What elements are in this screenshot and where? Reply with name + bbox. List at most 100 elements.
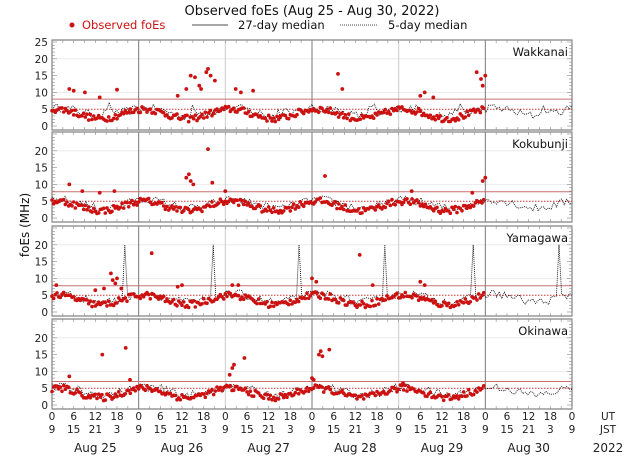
- observed-point: [136, 387, 141, 391]
- observed-point: [206, 67, 210, 71]
- observed-point: [463, 297, 468, 301]
- observed-point: [481, 384, 486, 388]
- observed-point: [61, 197, 66, 202]
- observed-point: [461, 390, 466, 394]
- observed-point: [75, 387, 79, 392]
- observed-point: [126, 110, 131, 115]
- observed-point: [385, 294, 389, 298]
- observed-point: [450, 397, 454, 401]
- x-tick-label-ut: 18: [284, 411, 297, 423]
- observed-point: [388, 112, 393, 116]
- observed-point: [416, 298, 421, 303]
- observed-point: [461, 301, 466, 305]
- observed-point: [410, 197, 414, 201]
- observed-point: [357, 253, 362, 257]
- observed-point: [355, 397, 359, 401]
- observed-point: [435, 205, 439, 210]
- observed-point: [343, 203, 348, 207]
- observed-point: [191, 182, 196, 187]
- observed-point: [216, 201, 221, 205]
- observed-point: [340, 204, 344, 209]
- observed-point: [431, 95, 436, 100]
- observed-point: [91, 114, 96, 118]
- observed-point: [135, 203, 139, 207]
- observed-point: [360, 211, 364, 215]
- observed-point: [321, 292, 326, 297]
- x-tick-label-jst: 21: [262, 424, 275, 436]
- observed-point: [275, 114, 279, 119]
- observed-point: [333, 199, 338, 204]
- observed-point: [143, 107, 148, 111]
- observed-point: [61, 110, 66, 114]
- x-tick-label-ut: 18: [370, 411, 383, 423]
- x-tick-label-ut: 6: [70, 411, 77, 423]
- observed-point: [71, 88, 76, 93]
- panel-okinawa: 0 5 10 15 20 Okinawa: [35, 318, 573, 412]
- observed-point: [327, 347, 332, 352]
- day-label: Aug 30: [507, 441, 550, 455]
- observed-point: [376, 203, 381, 207]
- x-tick-label-jst: 21: [89, 424, 102, 436]
- observed-point: [286, 205, 291, 210]
- observed-point: [223, 189, 228, 194]
- y-tick-label: 10: [35, 179, 48, 191]
- observed-point: [86, 301, 91, 306]
- y-tick-label: 0: [41, 121, 48, 133]
- observed-point: [308, 294, 313, 298]
- x-tick-label-jst: 21: [349, 424, 362, 436]
- observed-point: [321, 390, 326, 394]
- observed-point: [86, 205, 91, 209]
- observed-point: [88, 112, 93, 117]
- observed-point: [186, 207, 191, 212]
- observed-point: [165, 297, 169, 301]
- observed-point: [285, 395, 289, 400]
- observed-point: [358, 303, 363, 307]
- day-label: Aug 29: [421, 441, 464, 455]
- observed-point: [111, 395, 116, 400]
- x-tick-label-ut: 18: [197, 411, 210, 423]
- observed-point: [276, 211, 281, 215]
- observed-point: [296, 299, 301, 304]
- observed-point: [236, 283, 241, 287]
- observed-point: [456, 118, 461, 122]
- chart-title: Observed foEs (Aug 25 - Aug 30, 2022): [185, 4, 440, 19]
- observed-point: [323, 174, 327, 178]
- y-tick-label: 15: [35, 163, 48, 175]
- day-label: Aug 25: [74, 441, 117, 455]
- observed-point: [283, 113, 288, 118]
- observed-point: [200, 209, 204, 214]
- observed-point: [375, 113, 379, 117]
- observed-point: [233, 87, 238, 91]
- observed-point: [368, 304, 373, 309]
- observed-point: [303, 296, 308, 301]
- observed-point: [440, 303, 444, 308]
- observed-point: [336, 202, 341, 206]
- observed-point: [313, 200, 318, 204]
- x-tick-label-ut: 0: [49, 411, 56, 423]
- y-tick-label: 15: [35, 350, 48, 362]
- observed-point: [358, 117, 363, 121]
- observed-point: [170, 204, 174, 208]
- observed-point: [265, 209, 269, 213]
- year-label: 2022: [593, 441, 624, 455]
- observed-point: [170, 116, 174, 120]
- y-tick-label: 10: [35, 273, 48, 285]
- x-tick-label-ut: 0: [309, 411, 316, 423]
- observed-series: [50, 346, 486, 403]
- observed-point: [383, 107, 388, 112]
- observed-point: [73, 108, 78, 112]
- observed-point: [105, 119, 109, 123]
- observed-point: [91, 206, 96, 211]
- observed-point: [256, 297, 261, 301]
- observed-point: [91, 300, 96, 304]
- observed-point: [326, 297, 331, 301]
- observed-point: [51, 296, 56, 301]
- observed-point: [466, 388, 471, 392]
- observed-series: [50, 251, 486, 310]
- observed-point: [115, 87, 119, 92]
- observed-point: [118, 113, 123, 117]
- observed-point: [341, 116, 346, 120]
- observed-point: [188, 73, 193, 78]
- x-tick-label-ut: 12: [262, 411, 275, 423]
- five-day-median-line: [51, 195, 573, 213]
